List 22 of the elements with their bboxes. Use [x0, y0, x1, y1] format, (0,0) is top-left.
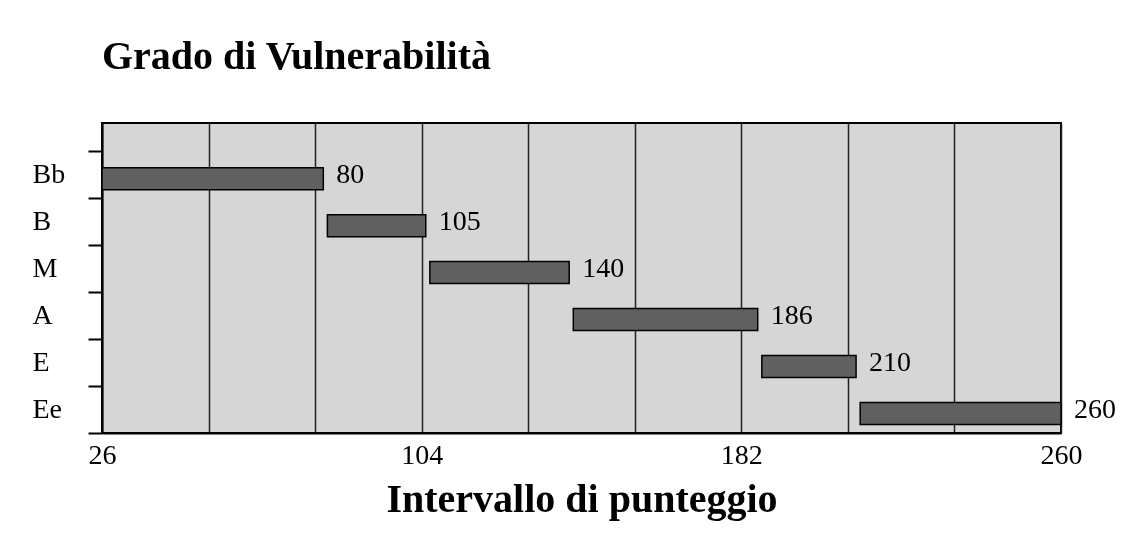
y-tick-label: B	[32, 205, 52, 237]
x-tick-label: 26	[88, 438, 117, 470]
y-tick-label: E	[32, 346, 50, 378]
data-label: 186	[770, 298, 813, 330]
y-tick-label: Ee	[32, 393, 63, 425]
data-label: 140	[582, 251, 625, 283]
bar	[429, 260, 570, 285]
data-label: 210	[869, 345, 912, 377]
x-tick-label: 104	[401, 438, 444, 470]
y-tick-label: M	[32, 252, 58, 284]
bar	[761, 354, 857, 379]
data-label: 260	[1074, 392, 1116, 424]
data-label: 105	[438, 204, 481, 236]
bar	[326, 213, 427, 238]
chart-title: Grado di Vulnerabilità	[102, 33, 491, 78]
y-tick-label: A	[32, 299, 54, 331]
x-tick-label: 260	[1040, 438, 1083, 470]
data-label: 80	[336, 157, 365, 189]
x-axis-title: Intervallo di punteggio	[386, 475, 778, 521]
x-tick-label: 182	[720, 438, 763, 470]
y-tick-label: Bb	[32, 158, 66, 190]
bar	[572, 307, 759, 332]
